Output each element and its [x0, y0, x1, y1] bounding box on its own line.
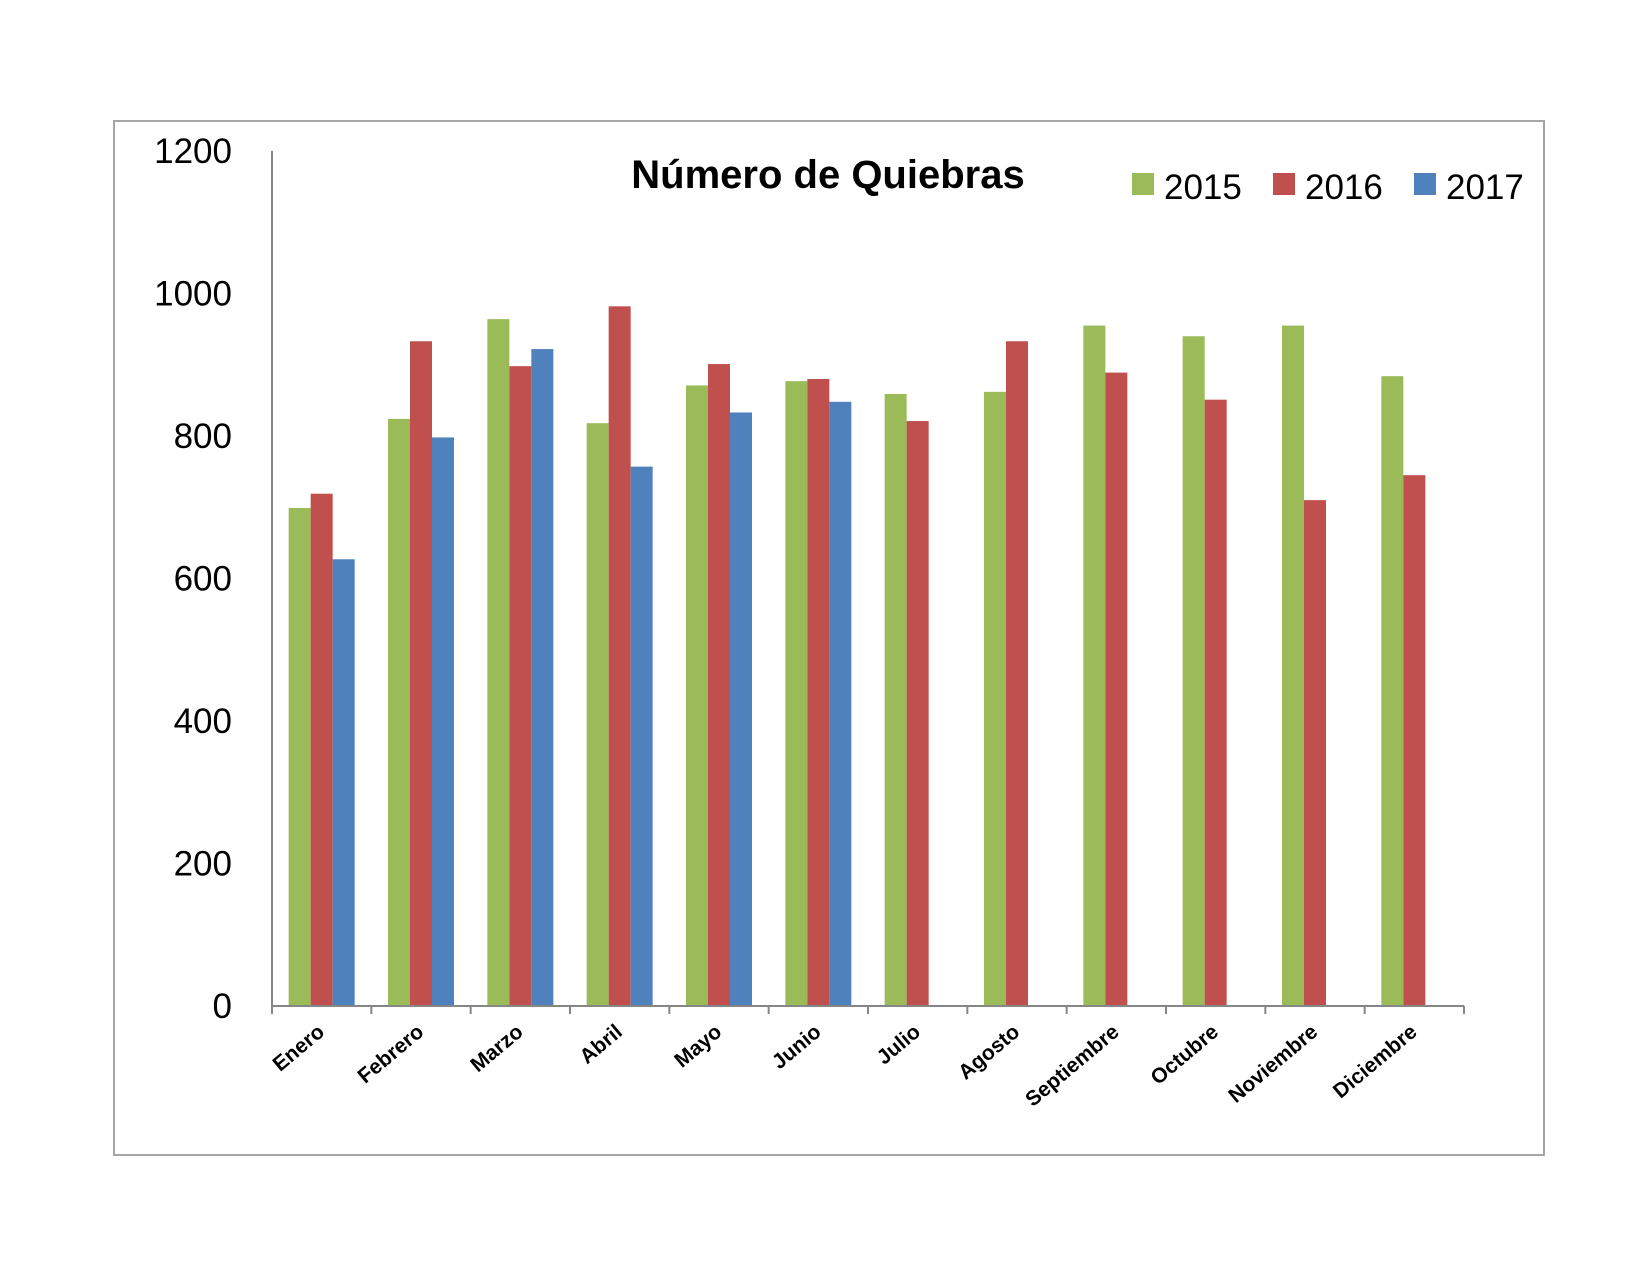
axes [271, 151, 1465, 1014]
chart-title: Número de Quiebras [631, 153, 1024, 197]
bar-2016-enero [310, 493, 333, 1006]
bar-2015-febrero [388, 418, 410, 1006]
legend-label-2016: 2016 [1305, 168, 1383, 207]
x-tick-label: Enero [269, 1020, 329, 1076]
x-tick-label: Febrero [354, 1020, 429, 1088]
bar-2016-mayo [708, 364, 730, 1007]
bar-2016-diciembre [1403, 475, 1426, 1006]
bar-2017-marzo [531, 349, 554, 1006]
x-tick-label: Junio [768, 1020, 826, 1074]
bar-2015-junio [785, 381, 808, 1006]
bar-2016-noviembre [1304, 500, 1326, 1006]
x-tick-label: Octubre [1146, 1020, 1222, 1089]
bar-2015-octubre [1182, 336, 1205, 1006]
bar-2017-junio [829, 401, 852, 1006]
legend-label-2015: 2015 [1164, 168, 1242, 207]
y-tick-label: 400 [174, 702, 232, 741]
bar-2016-junio [807, 379, 830, 1006]
y-tick-label: 600 [174, 560, 232, 599]
bar-2017-enero [332, 559, 355, 1006]
bar-2016-agosto [1006, 341, 1028, 1006]
bar-2017-febrero [432, 437, 454, 1006]
x-tick-label: Abril [575, 1020, 626, 1068]
y-tick-label: 800 [174, 417, 232, 456]
x-tick-label: Marzo [466, 1020, 527, 1077]
bar-2015-abril [586, 423, 609, 1006]
bar-2015-julio [884, 393, 907, 1006]
bar-2016-marzo [509, 366, 532, 1006]
y-axis-ticks: 0 200 400 600 800 1000 1200 [154, 132, 232, 1026]
bar-2016-febrero [410, 341, 432, 1006]
x-tick-label: Noviembre [1224, 1020, 1322, 1107]
bar-2016-abril [608, 306, 631, 1006]
bar-2016-septiembre [1105, 372, 1128, 1006]
bar-2016-octubre [1204, 399, 1227, 1007]
bar-2015-mayo [686, 385, 708, 1007]
bar-2015-noviembre [1282, 325, 1304, 1006]
legend-swatch-2017 [1414, 173, 1436, 195]
x-tick-label: Mayo [670, 1020, 726, 1072]
y-tick-label: 200 [174, 845, 232, 884]
y-tick-label: 1000 [154, 275, 232, 314]
legend-swatch-2015 [1132, 173, 1154, 195]
bar-2015-agosto [984, 391, 1006, 1006]
bar-2017-mayo [730, 412, 752, 1006]
x-axis-labels: Enero Febrero Marzo Abril Mayo Junio Julio Agos… [269, 1020, 1422, 1111]
y-tick-label: 0 [213, 987, 232, 1026]
bar-2016-julio [906, 421, 929, 1007]
legend-label-2017: 2017 [1446, 168, 1524, 207]
legend-swatch-2016 [1273, 173, 1295, 195]
bar-2015-diciembre [1381, 376, 1404, 1006]
bar-2015-marzo [487, 319, 510, 1006]
x-tick-label: Julio [873, 1020, 925, 1069]
x-tick-label: Agosto [954, 1020, 1024, 1084]
y-tick-label: 1200 [154, 132, 232, 171]
bar-2015-enero [288, 507, 311, 1006]
bar-2015-septiembre [1083, 325, 1106, 1006]
x-tick-label: Septiembre [1021, 1020, 1123, 1111]
bar-2017-abril [630, 466, 653, 1006]
x-tick-label: Diciembre [1329, 1020, 1422, 1103]
bars [288, 306, 1426, 1007]
legend: 2015 2016 2017 [1132, 168, 1524, 207]
